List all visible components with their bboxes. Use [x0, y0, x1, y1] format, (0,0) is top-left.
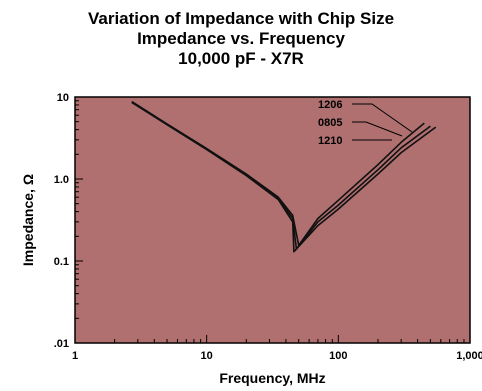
x-axis-label: Frequency, MHz: [219, 370, 325, 386]
x-tick-label: 1: [72, 350, 78, 362]
x-tick-label: 10: [201, 350, 213, 362]
x-tick-label: 100: [329, 350, 347, 362]
y-tick-label: 10: [57, 92, 69, 104]
y-tick-label: .01: [54, 338, 69, 350]
chart-subtitle-capacitance: 10,000 pF - X7R: [178, 49, 304, 68]
legend-leader-line: [352, 103, 413, 133]
y-tick-label: 0.1: [54, 256, 69, 268]
legend-label-1210: 1210: [318, 135, 342, 147]
x-tick-label: 1,000: [456, 350, 482, 362]
y-axis-label: Impedance, Ω: [20, 174, 36, 266]
plot-area: [74, 96, 471, 344]
series-line-1210: [131, 101, 437, 253]
y-tick-label: 1.0: [54, 174, 69, 186]
chart-subtitle: Impedance vs. Frequency: [137, 29, 345, 48]
legend-label-1206: 1206: [318, 99, 342, 111]
chart-title: Variation of Impedance with Chip Size: [87, 9, 395, 28]
legend-label-0805: 0805: [318, 117, 342, 129]
legend-leader-line: [352, 121, 403, 137]
